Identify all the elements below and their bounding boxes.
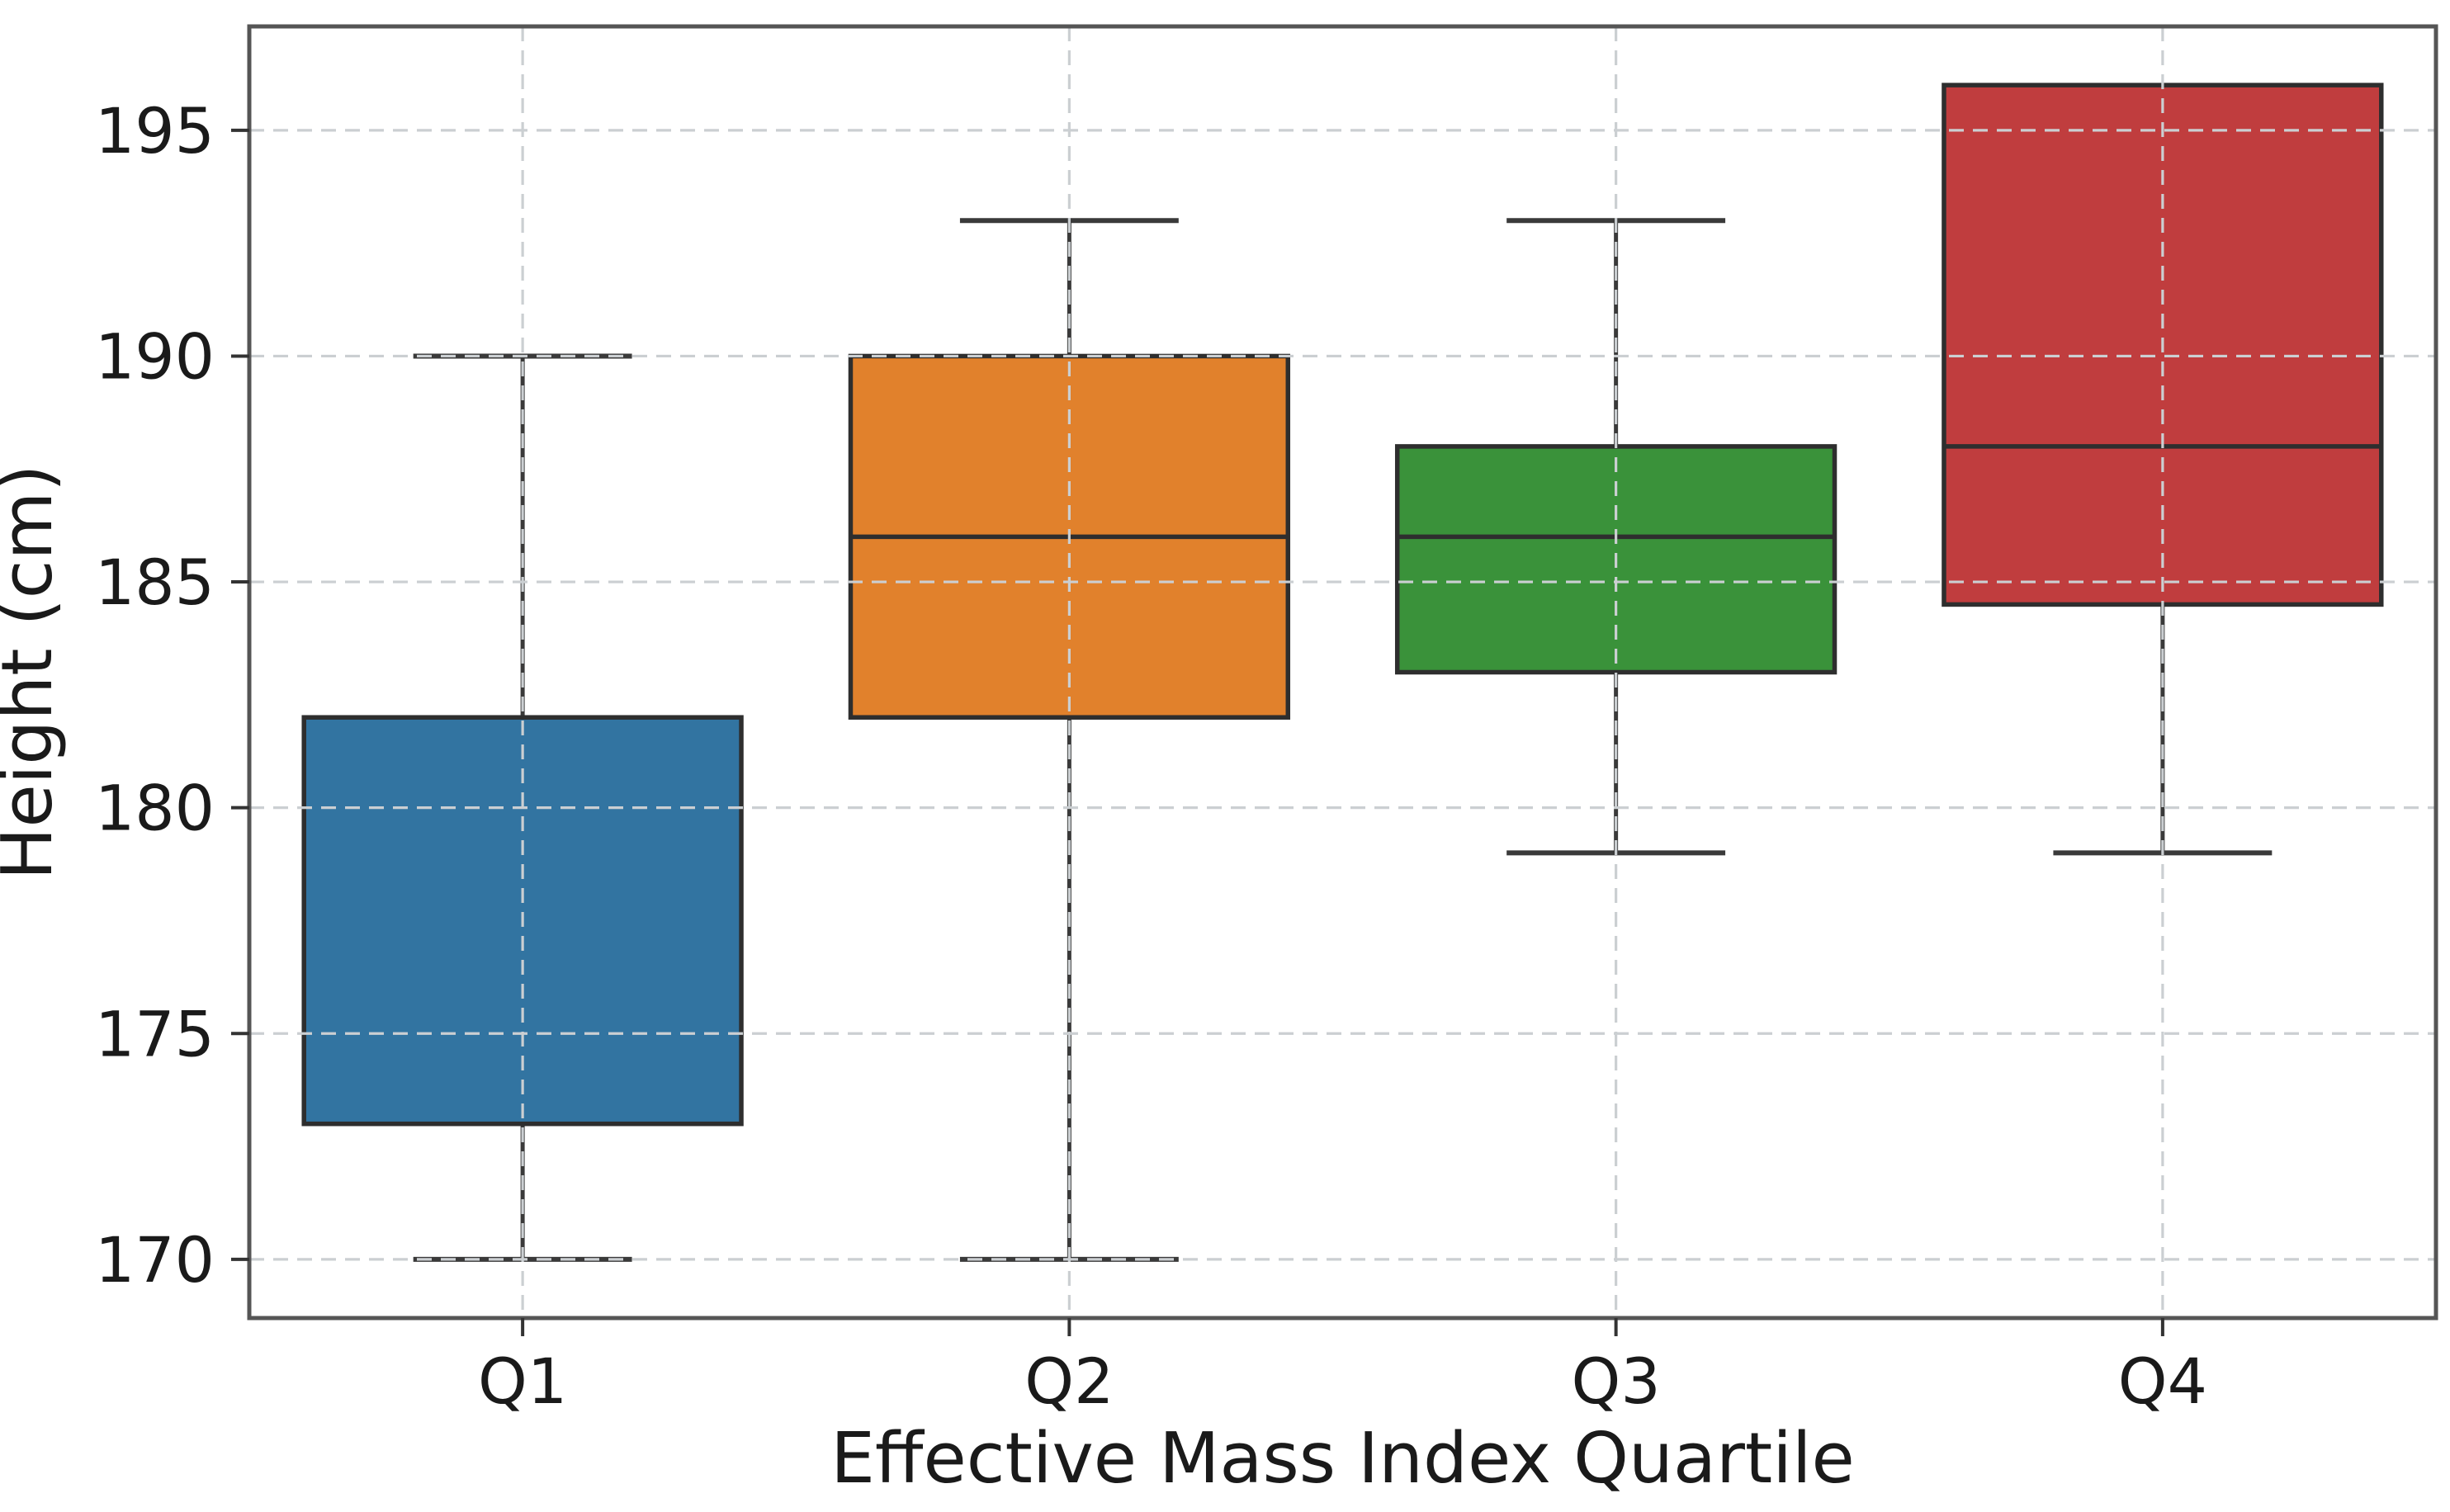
y-axis-label: Height (cm) [0,465,69,881]
y-tick-label-180: 180 [95,772,215,845]
spines-layer [247,24,2438,1321]
y-tick-label-175: 175 [95,997,215,1070]
x-tick-label-q3: Q3 [1572,1344,1661,1418]
grid-layer [249,26,2436,1318]
y-tick-label-185: 185 [95,546,215,619]
x-axis-label: Effective Mass Index Quartile [830,1418,1855,1500]
x-tick-label-q1: Q1 [478,1344,567,1418]
x-tick-label-q4: Q4 [2118,1344,2207,1418]
y-tick-label-195: 195 [95,94,215,168]
x-tick-label-q2: Q2 [1024,1344,1114,1418]
plot-border [247,24,2438,1321]
boxes-layer [301,83,2384,1262]
y-tick-label-170: 170 [95,1223,215,1297]
y-tick-label-190: 190 [95,319,215,393]
labels-layer: 170 175 180 185 190 195 Q1 Q2 Q3 Q4 Height (cm) Eff… [0,94,2207,1500]
ticks-layer [231,128,2164,1336]
